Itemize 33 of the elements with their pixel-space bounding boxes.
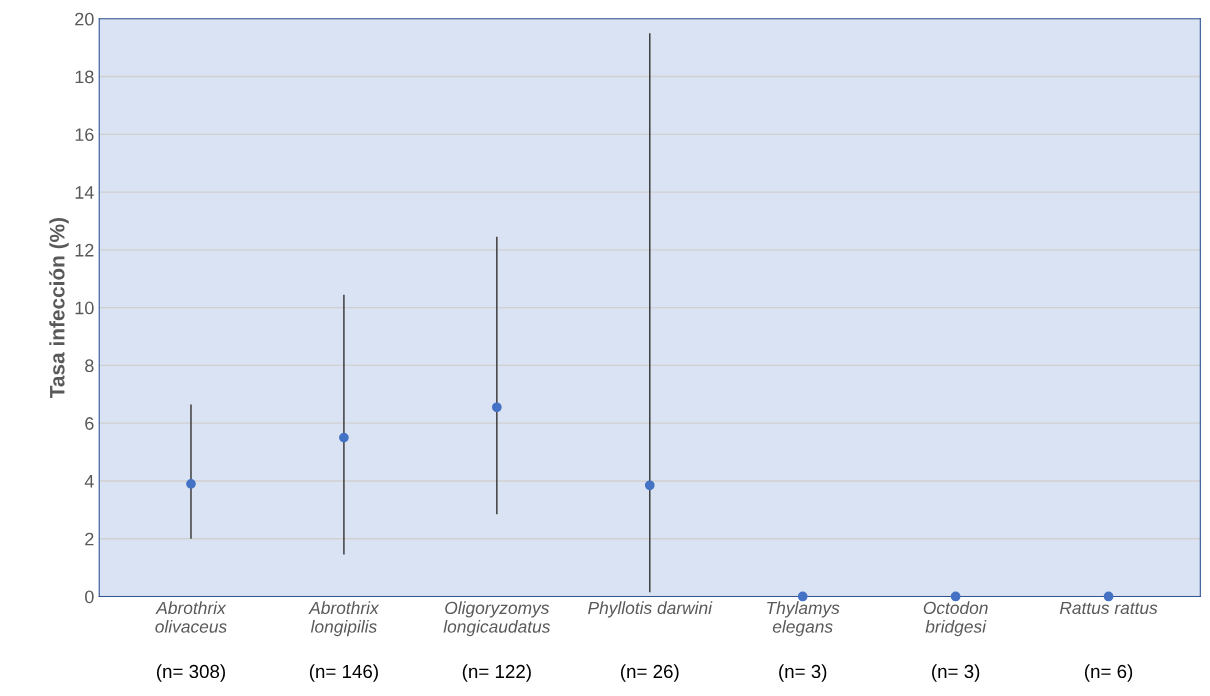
text: (n= 26): [620, 664, 679, 682]
point: [186, 478, 196, 489]
text: (n= 3): [932, 664, 980, 682]
point: [797, 591, 808, 602]
y-tick-label: 0: [85, 590, 94, 604]
text: (n= 308): [156, 664, 225, 682]
y-tick-label: 8: [85, 359, 94, 373]
y-tick-label: 20: [75, 12, 94, 26]
x-tick-label: Oligoryzomys longicaudatus: [443, 601, 551, 637]
y-axis-title: Tasa infección (%): [49, 217, 69, 399]
y-tick-label: 10: [75, 301, 94, 315]
x-tick-label: Rattus rattus: [1059, 601, 1158, 615]
y-tick-label: 18: [75, 70, 94, 84]
text: (n= 3): [779, 664, 827, 682]
point: [491, 402, 502, 413]
y-tick-label: 12: [75, 243, 94, 257]
x-tick-label: Octodon bridgesi: [923, 601, 988, 637]
y-tick-label: 6: [85, 417, 94, 430]
x-tick-label: Abrothrix olivaceus: [155, 601, 227, 633]
text: (n= 146): [309, 664, 378, 682]
point: [339, 432, 349, 443]
x-tick-label: Phyllotis darwini: [588, 601, 713, 618]
y-tick-label: 16: [75, 128, 94, 142]
x-tick-label: Abrothrix longipilis: [308, 601, 380, 637]
y-tick-label: 4: [84, 475, 94, 488]
y-tick-label: 14: [75, 186, 94, 199]
text: (n= 6): [1084, 664, 1133, 682]
y-tick-label: 2: [85, 532, 94, 546]
point: [644, 480, 655, 491]
point: [950, 591, 961, 602]
point: [1103, 591, 1114, 602]
x-tick-label: Thylamys elegans: [767, 601, 840, 637]
text: (n= 122): [462, 664, 531, 682]
